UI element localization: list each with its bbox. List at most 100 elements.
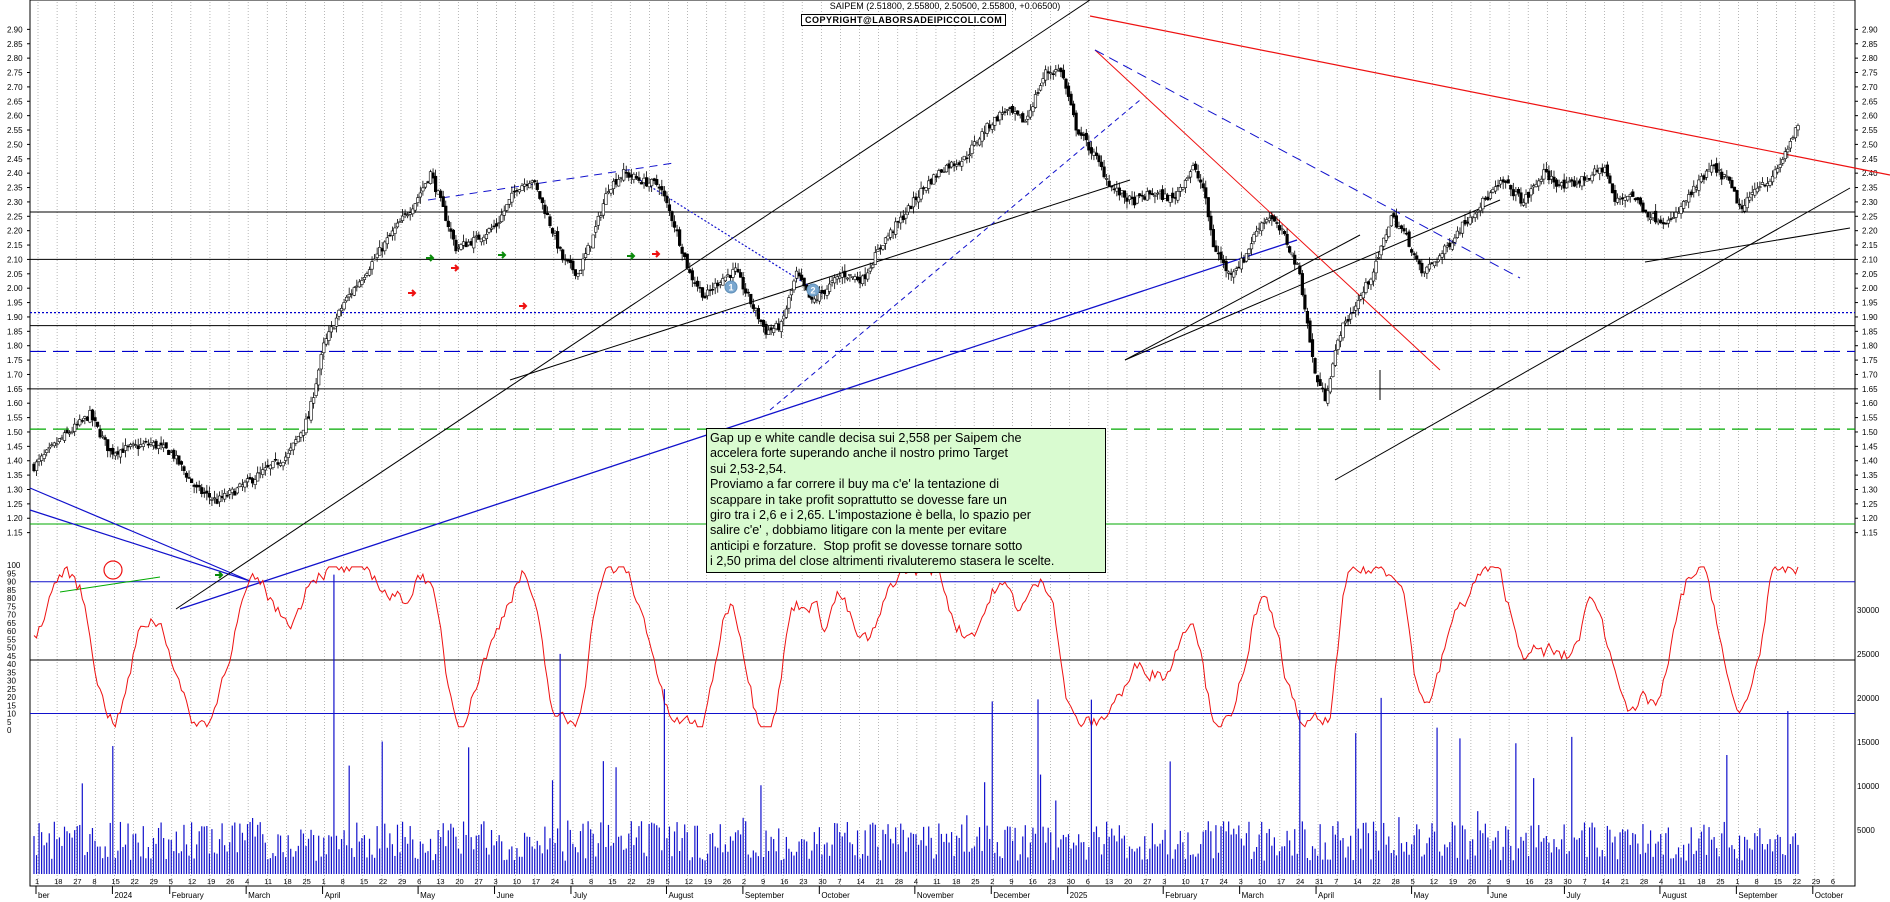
- candle-body: [1239, 257, 1243, 270]
- candle-body: [1102, 166, 1106, 178]
- candle-body: [1547, 170, 1551, 181]
- candle-body: [675, 229, 679, 232]
- candle-body: [1369, 278, 1373, 286]
- x-day-label: 25: [971, 877, 979, 886]
- candle-body: [461, 241, 466, 246]
- candle-body: [1463, 220, 1467, 225]
- volume-tick-label: 20000: [1857, 694, 1880, 703]
- candle-body: [1010, 106, 1015, 113]
- candle-body: [1336, 339, 1340, 350]
- candle-body: [1163, 193, 1167, 199]
- candle-body: [611, 180, 616, 190]
- candle-body: [1725, 175, 1729, 178]
- y-tick-label-right: 1.25: [1862, 500, 1878, 509]
- candle-body: [1572, 180, 1576, 187]
- candle-body: [375, 253, 379, 258]
- candle-body: [1778, 164, 1782, 168]
- candle-body: [1438, 255, 1442, 260]
- x-day-label: 3: [494, 877, 498, 886]
- candle-body: [291, 442, 295, 451]
- candle-body: [731, 269, 735, 278]
- candle-body: [1415, 255, 1419, 260]
- candle-body: [937, 170, 941, 177]
- trend-line: [1334, 187, 1851, 481]
- x-day-label: 14: [1353, 877, 1361, 886]
- y-tick-label-right: 2.45: [1862, 155, 1878, 164]
- x-month-label: June: [497, 891, 515, 900]
- signal-arrow-icon: [426, 254, 435, 262]
- y-tick-label-right: 1.85: [1862, 327, 1878, 336]
- osc-tick-label: 30: [7, 677, 16, 686]
- candle-body: [286, 452, 290, 458]
- candle-body: [1326, 390, 1330, 404]
- candle-body: [655, 179, 659, 185]
- candle-body: [993, 117, 997, 126]
- candle-body: [1254, 230, 1259, 237]
- x-day-label: 22: [1372, 877, 1380, 886]
- y-tick-label-right: 2.55: [1862, 126, 1878, 135]
- candle-body: [693, 282, 697, 284]
- candle-body: [144, 440, 148, 443]
- candle-body: [1270, 215, 1274, 220]
- candle-body: [1542, 169, 1546, 180]
- candle-body: [568, 259, 572, 263]
- candle-body: [650, 179, 654, 187]
- candle-body: [314, 383, 318, 396]
- x-day-label: 10: [513, 877, 521, 886]
- candle-body: [777, 323, 781, 331]
- x-day-label: 8: [1754, 877, 1758, 886]
- candle-body: [261, 469, 265, 475]
- candle-body: [736, 269, 740, 273]
- candle-body: [952, 163, 956, 166]
- candle-body: [360, 280, 364, 285]
- trend-line: [427, 162, 675, 201]
- x-day-label: 12: [188, 877, 196, 886]
- candle-body: [1699, 175, 1704, 183]
- trend-line: [1644, 227, 1851, 263]
- y-tick-label-left: 1.85: [7, 327, 23, 336]
- horizontal-levels: [30, 211, 1855, 715]
- x-day-label: 1: [322, 877, 326, 886]
- candle-body: [1178, 186, 1182, 192]
- candle-body: [1280, 228, 1284, 231]
- candle-body: [1641, 202, 1645, 212]
- osc-tick-label: 25: [7, 685, 16, 694]
- candle-body: [1260, 222, 1264, 232]
- candle-body: [1099, 161, 1104, 168]
- candle-body: [540, 197, 544, 204]
- x-day-label: 9: [761, 877, 765, 886]
- y-tick-label-left: 2.10: [7, 255, 23, 264]
- candle-body: [545, 212, 550, 216]
- y-tick-label-left: 1.90: [7, 313, 23, 322]
- y-tick-label-left: 2.35: [7, 184, 23, 193]
- candle-body: [901, 215, 905, 221]
- candle-body: [1440, 253, 1444, 258]
- candle-body: [698, 287, 702, 289]
- x-day-label: 2: [742, 877, 746, 886]
- trend-line: [1124, 199, 1501, 361]
- candle-body: [685, 253, 689, 269]
- candle-body: [1623, 197, 1627, 201]
- candle-body: [1770, 175, 1775, 183]
- y-tick-label-right: 2.80: [1862, 54, 1878, 63]
- y-tick-label-left: 2.75: [7, 69, 23, 78]
- candle-body: [1125, 197, 1129, 202]
- candle-body: [792, 280, 796, 291]
- oscillator-path: [33, 565, 1799, 728]
- x-day-label: 25: [1716, 877, 1724, 886]
- x-day-label: 13: [1105, 877, 1113, 886]
- candle-body: [505, 204, 509, 211]
- candle-body: [45, 449, 49, 453]
- candle-body: [362, 277, 367, 280]
- x-day-label: 18: [952, 877, 960, 886]
- candle-body: [1224, 260, 1228, 272]
- x-day-label: 24: [551, 877, 559, 886]
- trend-line: [1094, 49, 1441, 371]
- candle-body: [1377, 257, 1381, 259]
- y-tick-label-right: 2.35: [1862, 184, 1878, 193]
- candle-body: [1537, 180, 1541, 187]
- candle-body: [1321, 387, 1325, 390]
- candle-body: [886, 235, 890, 240]
- candle-body: [167, 449, 171, 455]
- candle-body: [1249, 243, 1254, 250]
